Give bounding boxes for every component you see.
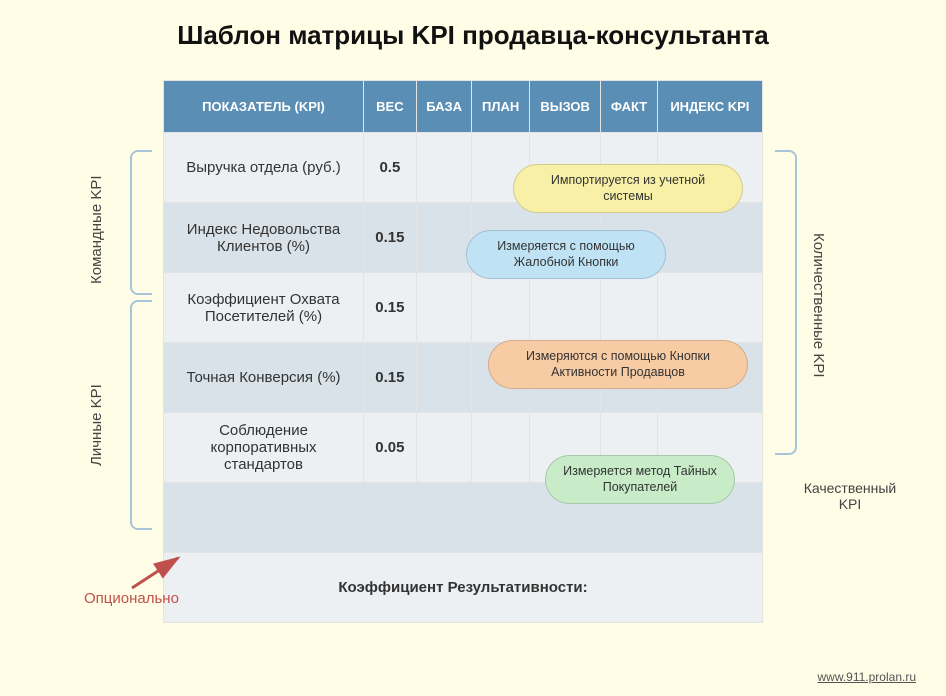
kpi-weight-cell: 0.15 xyxy=(364,343,417,413)
kpi-name-cell: Точная Конверсия (%) xyxy=(164,343,364,413)
col-weight: ВЕС xyxy=(364,81,417,133)
kpi-weight-cell: 0.05 xyxy=(364,413,417,483)
col-fact: ФАКТ xyxy=(601,81,657,133)
right-group-quant-kpi: Количественные KPI xyxy=(810,170,827,440)
arrow-optional-icon xyxy=(128,552,188,592)
kpi-name-cell: Соблюдение корпоративных стандартов xyxy=(164,413,364,483)
page-title: Шаблон матрицы KPI продавца-консультанта xyxy=(0,0,946,69)
col-plan: ПЛАН xyxy=(472,81,529,133)
badge-import: Импортируется из учетной системы xyxy=(513,164,743,213)
kpi-weight-cell: 0.15 xyxy=(364,203,417,273)
kpi-name-cell: Выручка отдела (руб.) xyxy=(164,133,364,203)
kpi-name-cell: Коэффициент Охвата Посетителей (%) xyxy=(164,273,364,343)
source-link[interactable]: www.911.prolan.ru xyxy=(818,670,917,684)
right-group-qual-kpi: Качественный KPI xyxy=(795,480,905,512)
left-group-team-kpi: Командные KPI xyxy=(88,155,105,305)
table-header-row: ПОКАЗАТЕЛЬ (KPI) ВЕС БАЗА ПЛАН ВЫЗОВ ФАК… xyxy=(164,81,763,133)
kpi-weight-cell: 0.5 xyxy=(364,133,417,203)
badge-complaint-button: Измеряется с помощью Жалобной Кнопки xyxy=(466,230,666,279)
bracket-left-top xyxy=(130,150,152,295)
footer-label: Коэффициент Результативности: xyxy=(164,553,763,623)
bracket-left-bottom xyxy=(130,300,152,530)
table-row: Коэффициент Охвата Посетителей (%) 0.15 xyxy=(164,273,763,343)
col-base: БАЗА xyxy=(416,81,472,133)
bracket-right-top xyxy=(775,150,797,455)
col-index: ИНДЕКС KPI xyxy=(657,81,762,133)
kpi-weight-cell: 0.15 xyxy=(364,273,417,343)
col-call: ВЫЗОВ xyxy=(529,81,601,133)
badge-mystery-shopper: Измеряется метод Тайных Покупателей xyxy=(545,455,735,504)
kpi-name-cell: Индекс Недовольства Клиентов (%) xyxy=(164,203,364,273)
badge-activity-button: Измеряются с помощью Кнопки Активности П… xyxy=(488,340,748,389)
optional-label: Опционально xyxy=(84,590,179,607)
left-group-personal-kpi: Личные KPI xyxy=(88,315,105,535)
col-kpi: ПОКАЗАТЕЛЬ (KPI) xyxy=(164,81,364,133)
table-footer-row: Коэффициент Результативности: xyxy=(164,553,763,623)
